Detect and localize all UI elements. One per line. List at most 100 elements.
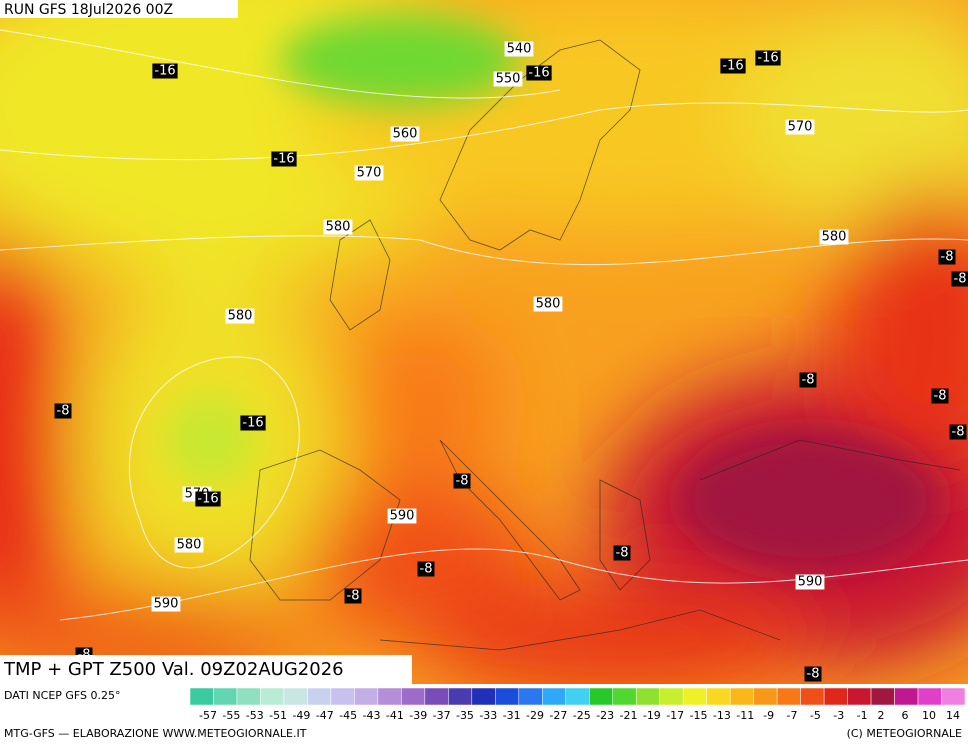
colorbar-label: -21: [619, 709, 637, 722]
temperature-label: -8: [420, 562, 433, 577]
colorbar-label: -19: [643, 709, 661, 722]
color-swatch: [565, 687, 590, 706]
label-box: [949, 424, 967, 440]
geopotential-label: 540: [507, 42, 532, 57]
colorbar-label: -5: [810, 709, 821, 722]
colorbar-label: -55: [222, 709, 240, 722]
color-swatch: [588, 687, 613, 706]
color-swatch: [307, 687, 332, 706]
colorbar-label: -13: [713, 709, 731, 722]
colorbar-label: -3: [833, 709, 844, 722]
color-swatch: [330, 687, 355, 706]
colorbar-label: 14: [946, 709, 960, 722]
colorbar-label: -11: [736, 709, 754, 722]
run-label: RUN GFS 18Jul2026 00Z: [4, 2, 173, 18]
colorbar-label: -49: [292, 709, 310, 722]
label-box: [417, 561, 435, 577]
colorbar-label: -27: [549, 709, 567, 722]
color-swatch: [682, 687, 707, 706]
temperature-label: -8: [952, 425, 965, 440]
colorbar-label: -7: [787, 709, 798, 722]
label-box: [795, 574, 825, 590]
geopotential-label: 580: [177, 538, 202, 553]
colorbar-label: -35: [456, 709, 474, 722]
geopotential-label: 570: [788, 120, 813, 135]
label-box: [938, 249, 956, 265]
color-swatch: [236, 687, 261, 706]
geopotential-label: 580: [228, 309, 253, 324]
colorbar-label: -37: [433, 709, 451, 722]
temperature-label: -16: [197, 492, 218, 507]
label-box: [195, 491, 221, 507]
label-box: [152, 63, 178, 79]
temperature-label: -16: [722, 59, 743, 74]
colorbar-label: 10: [922, 709, 936, 722]
label-box: [526, 65, 552, 81]
color-swatch: [635, 687, 660, 706]
colorbar-label: -9: [763, 709, 774, 722]
label-box: [387, 508, 417, 524]
geopotential-label: 560: [393, 127, 418, 142]
color-swatch: [424, 687, 449, 706]
label-box: [799, 372, 817, 388]
label-box: [504, 41, 534, 57]
label-box: [240, 415, 266, 431]
copyright: (C) METEOGIORNALE: [847, 727, 962, 740]
label-box: [493, 71, 523, 87]
colorbar-label: -31: [503, 709, 521, 722]
data-source: DATI NCEP GFS 0.25°: [4, 689, 121, 702]
isohypses: [0, 29, 968, 621]
color-swatch: [283, 687, 308, 706]
temperature-label: -16: [154, 64, 175, 79]
color-swatch: [917, 687, 942, 706]
colorbar-label: -41: [386, 709, 404, 722]
label-box: [720, 58, 746, 74]
product-label: TMP + GPT Z500 Val. 09Z02AUG2026: [3, 659, 344, 680]
geopotential-label: 570: [357, 166, 382, 181]
label-box: [151, 596, 181, 612]
colorbar-label: -39: [409, 709, 427, 722]
colorbar-label: -17: [666, 709, 684, 722]
label-box: [931, 388, 949, 404]
color-swatch: [823, 687, 848, 706]
temperature-label: -8: [807, 667, 820, 682]
color-swatch: [870, 687, 895, 706]
geopotential-label: 590: [798, 575, 823, 590]
color-swatch: [941, 687, 966, 706]
label-box: [785, 119, 815, 135]
label-box: [533, 296, 563, 312]
color-swatch: [354, 687, 379, 706]
color-swatch: [894, 687, 919, 706]
temperature-label: -16: [273, 152, 294, 167]
colorbar-label: -51: [269, 709, 287, 722]
label-box: [755, 50, 781, 66]
geopotential-label: 550: [496, 72, 521, 87]
temperature-label: -8: [941, 250, 954, 265]
label-box: [54, 403, 72, 419]
credit: MTG-GFS — ELABORAZIONE WWW.METEOGIORNALE…: [4, 727, 307, 740]
colorbar-label: 6: [902, 709, 909, 722]
geopotential-label: 580: [536, 297, 561, 312]
colorbar-label: -1: [857, 709, 868, 722]
label-box: [354, 165, 384, 181]
colorbar: -57 -55 -53 -51 -49 -47 -45 -43 -41 -39 -37 -35 -33-…: [189, 687, 966, 722]
color-swatch: [213, 687, 238, 706]
geopotential-label: 580: [822, 230, 847, 245]
color-swatch: [189, 687, 214, 706]
label-box: [804, 666, 822, 682]
color-swatch: [377, 687, 402, 706]
temperature-label: -16: [757, 51, 778, 66]
run-box: [0, 0, 238, 18]
colorbar-label: -15: [690, 709, 708, 722]
color-swatch: [471, 687, 496, 706]
color-swatch: [847, 687, 872, 706]
label-box: [951, 271, 968, 287]
label-box: [390, 126, 420, 142]
color-swatch: [260, 687, 285, 706]
color-swatch: [612, 687, 637, 706]
temperature-label: -8: [954, 272, 967, 287]
color-swatch: [542, 687, 567, 706]
temperature-label: -8: [57, 404, 70, 419]
